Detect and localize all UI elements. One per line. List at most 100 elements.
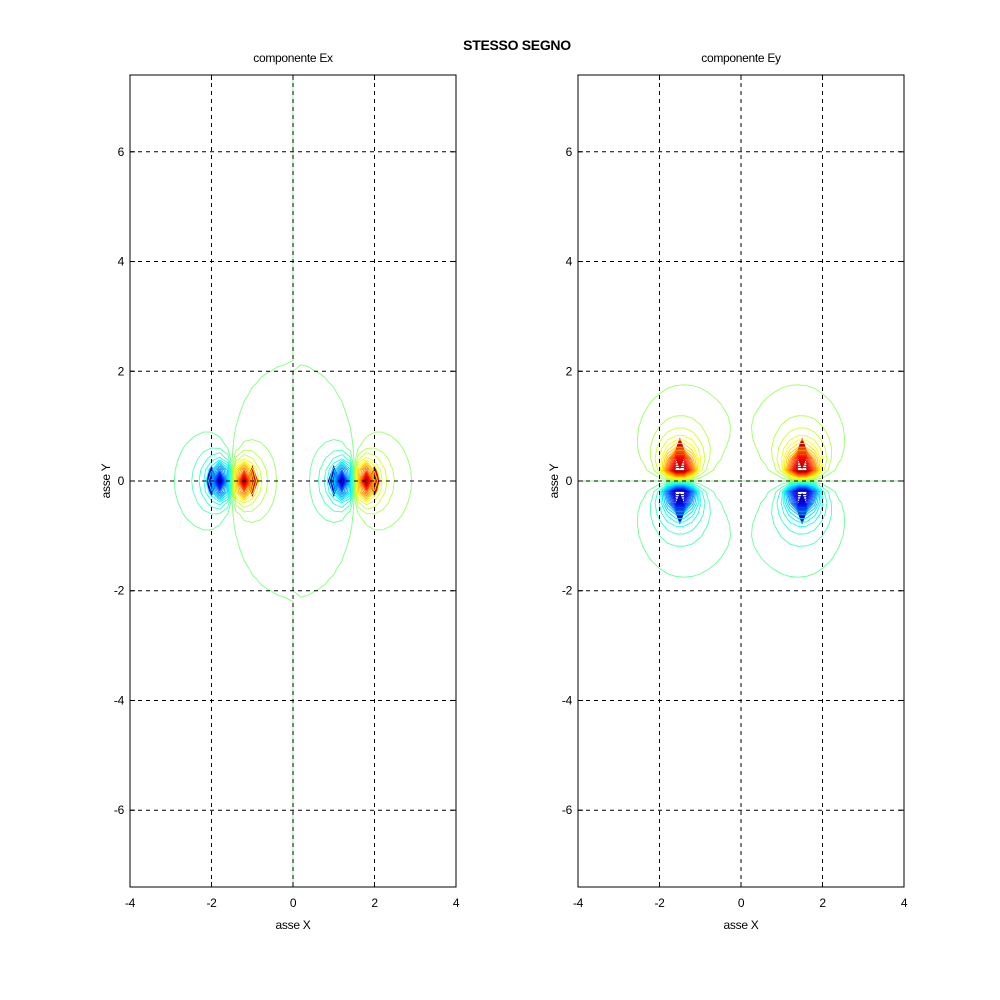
grid	[578, 75, 904, 887]
contour-level	[666, 452, 816, 476]
y-tick-label: 0	[118, 474, 125, 488]
contour-lines	[578, 384, 904, 578]
x-tick-label: 0	[738, 896, 745, 910]
contour-level	[660, 483, 822, 523]
contour-level	[670, 458, 812, 474]
x-tick-label: 0	[290, 896, 297, 910]
y-tick-label: 4	[566, 255, 573, 269]
contour-level	[662, 484, 820, 516]
contour-level	[649, 481, 833, 547]
tick-marks: -4 -2 0 2 4 -6 -4 -2 0 2 4 6	[114, 75, 460, 910]
contour-level	[240, 473, 371, 489]
contour-level	[205, 459, 352, 503]
y-tick-label: 0	[566, 474, 573, 488]
contour-level	[674, 467, 808, 472]
contour-level	[191, 447, 354, 515]
contour-level	[665, 486, 817, 511]
contour-level	[233, 452, 388, 510]
y-axis-label: asse Y	[547, 463, 561, 498]
contour-level	[214, 470, 348, 492]
contour-level	[238, 470, 372, 492]
contour-level	[649, 415, 833, 481]
grid	[130, 75, 456, 887]
y-tick-label: -2	[562, 584, 573, 598]
contour-level	[637, 481, 845, 578]
contour-level	[217, 476, 344, 486]
contour-level	[238, 468, 373, 494]
y-axis-label: asse Y	[99, 463, 113, 498]
x-tick-label: -4	[125, 896, 136, 910]
contour-level	[668, 487, 814, 507]
x-tick-label: 2	[819, 896, 826, 910]
x-tick-label: -2	[206, 896, 217, 910]
x-tick-label: 4	[453, 896, 460, 910]
contour-level	[665, 451, 817, 476]
contour-level	[242, 476, 369, 486]
contour-level	[673, 490, 809, 498]
tick-marks: -4 -2 0 2 4 -6 -4 -2 0 2 4 6	[562, 75, 908, 910]
contour-level	[667, 453, 815, 475]
contour-level	[236, 464, 375, 498]
contour-level	[662, 446, 820, 478]
contour-level	[668, 455, 814, 475]
y-tick-label: 4	[118, 255, 125, 269]
x-tick-label: 2	[371, 896, 378, 910]
y-tick-label: 2	[566, 364, 573, 378]
contour-level	[212, 465, 349, 497]
y-tick-label: -6	[114, 803, 125, 817]
x-tick-label: 4	[901, 896, 908, 910]
contour-level	[637, 384, 845, 481]
contour-level	[663, 484, 819, 514]
x-axis-label: asse X	[724, 918, 759, 932]
contour-level	[664, 449, 818, 477]
y-tick-label: -6	[562, 803, 573, 817]
y-tick-label: -2	[114, 584, 125, 598]
contour-level	[212, 467, 349, 495]
contour-level	[232, 431, 413, 531]
contour-level	[237, 465, 374, 497]
contour-level	[672, 462, 810, 473]
contour-level	[654, 427, 828, 480]
contour-level	[241, 475, 370, 487]
contour-level	[667, 487, 815, 509]
contour-level	[669, 488, 813, 506]
contour-level	[234, 456, 383, 506]
x-tick-label: -4	[573, 896, 584, 910]
contour-level	[210, 462, 351, 500]
contour-level	[198, 452, 353, 510]
contour-level	[654, 482, 828, 535]
contour-level	[664, 485, 818, 513]
contour-level	[663, 448, 819, 478]
contour-level	[213, 468, 348, 494]
contour-level	[173, 431, 354, 531]
contour-level	[234, 459, 381, 503]
contour-level	[237, 467, 374, 495]
contour-level	[211, 464, 350, 498]
contour-level	[203, 456, 352, 506]
contour-level	[240, 474, 371, 488]
contour-level	[232, 447, 395, 515]
y-tick-label: 6	[566, 145, 573, 159]
contour-level	[235, 462, 376, 500]
x-tick-label: -2	[654, 896, 665, 910]
contour-level	[216, 475, 345, 487]
contour-level	[239, 471, 372, 491]
contour-level	[671, 489, 811, 503]
axes-title: componente Ex	[253, 51, 333, 65]
figure-title: STESSO SEGNO	[463, 37, 571, 53]
contour-level	[215, 472, 346, 490]
axes-ey: -4 -2 0 2 4 -6 -4 -2 0 2 4 6 componente Ey asse X a…	[547, 51, 908, 932]
y-tick-label: 6	[118, 145, 125, 159]
axes-title: componente Ey	[701, 51, 781, 65]
contour-level	[214, 471, 347, 491]
axes-ex: -4 -2 0 2 4 -6 -4 -2 0 2 4 6 componente Ex asse X a…	[99, 51, 460, 932]
contour-level	[242, 478, 369, 484]
contour-level	[661, 443, 821, 479]
contour-level	[660, 439, 822, 479]
contour-level	[661, 483, 821, 519]
contour-level	[666, 486, 816, 510]
contour-level	[215, 474, 346, 488]
y-tick-label: -4	[114, 693, 125, 707]
contour-level	[217, 478, 344, 484]
